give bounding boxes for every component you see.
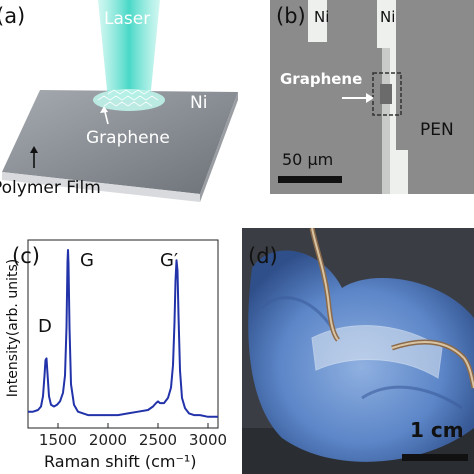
laser-beam bbox=[98, 0, 160, 100]
laser-label: Laser bbox=[104, 9, 151, 29]
panel-label-d: (d) bbox=[248, 244, 278, 268]
ni-surface bbox=[2, 90, 238, 194]
ni-right-label: Ni bbox=[380, 8, 396, 26]
x-tick-label: 2500 bbox=[139, 431, 177, 449]
polymer-film-edge bbox=[2, 172, 200, 202]
y-axis-title: Intensity(arb. units) bbox=[5, 258, 21, 398]
graphene-label-b: Graphene bbox=[280, 70, 363, 88]
scale-bar-d bbox=[402, 454, 468, 461]
panel-d: (d) 1 cm bbox=[242, 228, 474, 474]
flexible-film bbox=[311, 325, 443, 379]
pen-label: PEN bbox=[420, 120, 454, 140]
peak-label-d: D bbox=[38, 316, 52, 337]
micrograph bbox=[270, 0, 474, 194]
peak-label-g-prime: G′ bbox=[160, 250, 179, 271]
panel-label-b: (b) bbox=[276, 4, 306, 28]
graphene-region-box bbox=[372, 72, 402, 116]
peak-label-g: G bbox=[80, 250, 94, 271]
panel-c: 1500 2000 2500 3000 (c) D G G′ Raman shift … bbox=[0, 228, 240, 474]
x-tick-label: 1500 bbox=[39, 431, 77, 449]
graphene-label: Graphene bbox=[86, 128, 170, 148]
plot-frame bbox=[27, 239, 219, 429]
spectrum-line bbox=[28, 249, 218, 418]
panel-label-a: (a) bbox=[0, 4, 26, 28]
x-axis-title: Raman shift (cm⁻¹) bbox=[44, 452, 197, 471]
device-photo bbox=[242, 228, 474, 474]
scale-bar-b bbox=[278, 176, 342, 183]
scale-label-d: 1 cm bbox=[410, 418, 464, 442]
schematic-illustration bbox=[2, 0, 238, 202]
x-tick-label: 3000 bbox=[189, 431, 227, 449]
ni-left-label: Ni bbox=[314, 8, 330, 26]
panel-b: (b) Ni Ni Graphene PEN 50 µm bbox=[270, 0, 474, 194]
raman-spectrum-chart: 1500 2000 2500 3000 bbox=[27, 239, 227, 449]
scale-label-b: 50 µm bbox=[282, 150, 334, 169]
ni-label: Ni bbox=[190, 93, 208, 113]
graphene-patch bbox=[93, 89, 165, 111]
panel-label-c: (c) bbox=[12, 244, 40, 268]
x-tick-label: 2000 bbox=[89, 431, 127, 449]
polymer-film-label: Polymer Film bbox=[0, 178, 101, 198]
panel-a: (a) Laser Ni Graphene Polymer Film bbox=[0, 0, 248, 214]
